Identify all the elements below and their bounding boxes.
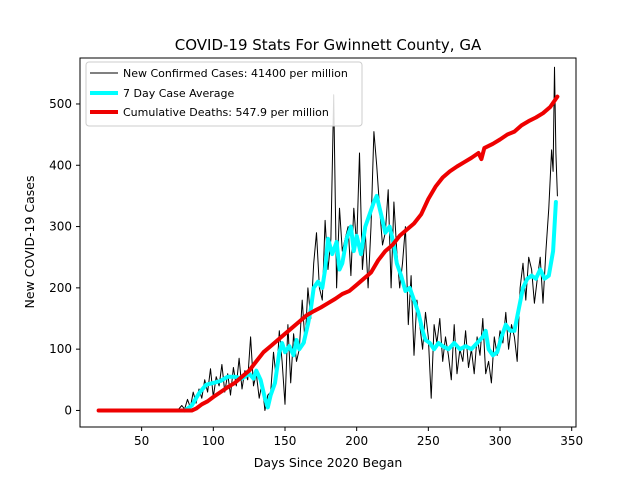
x-tick-label: 50 bbox=[134, 434, 149, 448]
x-tick-label: 350 bbox=[560, 434, 583, 448]
y-tick-label: 500 bbox=[49, 97, 72, 111]
legend-label-7-day-average: 7 Day Case Average bbox=[123, 87, 235, 100]
legend: New Confirmed Cases: 41400 per million 7… bbox=[85, 61, 363, 127]
y-axis-ticks: 0 100 200 300 400 500 bbox=[49, 97, 80, 417]
y-axis-label: New COVID-19 Cases bbox=[22, 176, 37, 309]
x-tick-label: 300 bbox=[489, 434, 512, 448]
y-tick-label: 0 bbox=[64, 403, 72, 417]
series-line-7-day-case-average bbox=[182, 193, 558, 413]
y-tick-label: 300 bbox=[49, 220, 72, 234]
x-axis-label: Days Since 2020 Began bbox=[254, 455, 403, 470]
legend-box bbox=[85, 61, 363, 127]
series-line-cumulative-deaths bbox=[96, 94, 560, 413]
chart-title: COVID-19 Stats For Gwinnett County, GA bbox=[175, 36, 482, 54]
y-tick-label: 400 bbox=[49, 158, 72, 172]
plot-frame bbox=[79, 57, 577, 428]
legend-label-cumulative-deaths: Cumulative Deaths: 547.9 per million bbox=[123, 106, 329, 119]
y-tick-label: 100 bbox=[49, 342, 72, 356]
plot-area bbox=[96, 66, 560, 413]
y-tick-label: 200 bbox=[49, 281, 72, 295]
x-tick-label: 150 bbox=[274, 434, 297, 448]
legend-label-new-cases: New Confirmed Cases: 41400 per million bbox=[123, 67, 348, 80]
x-tick-label: 250 bbox=[417, 434, 440, 448]
x-axis-ticks: 50 100 150 200 250 300 350 bbox=[134, 427, 583, 448]
x-tick-label: 100 bbox=[202, 434, 225, 448]
x-tick-label: 200 bbox=[345, 434, 368, 448]
